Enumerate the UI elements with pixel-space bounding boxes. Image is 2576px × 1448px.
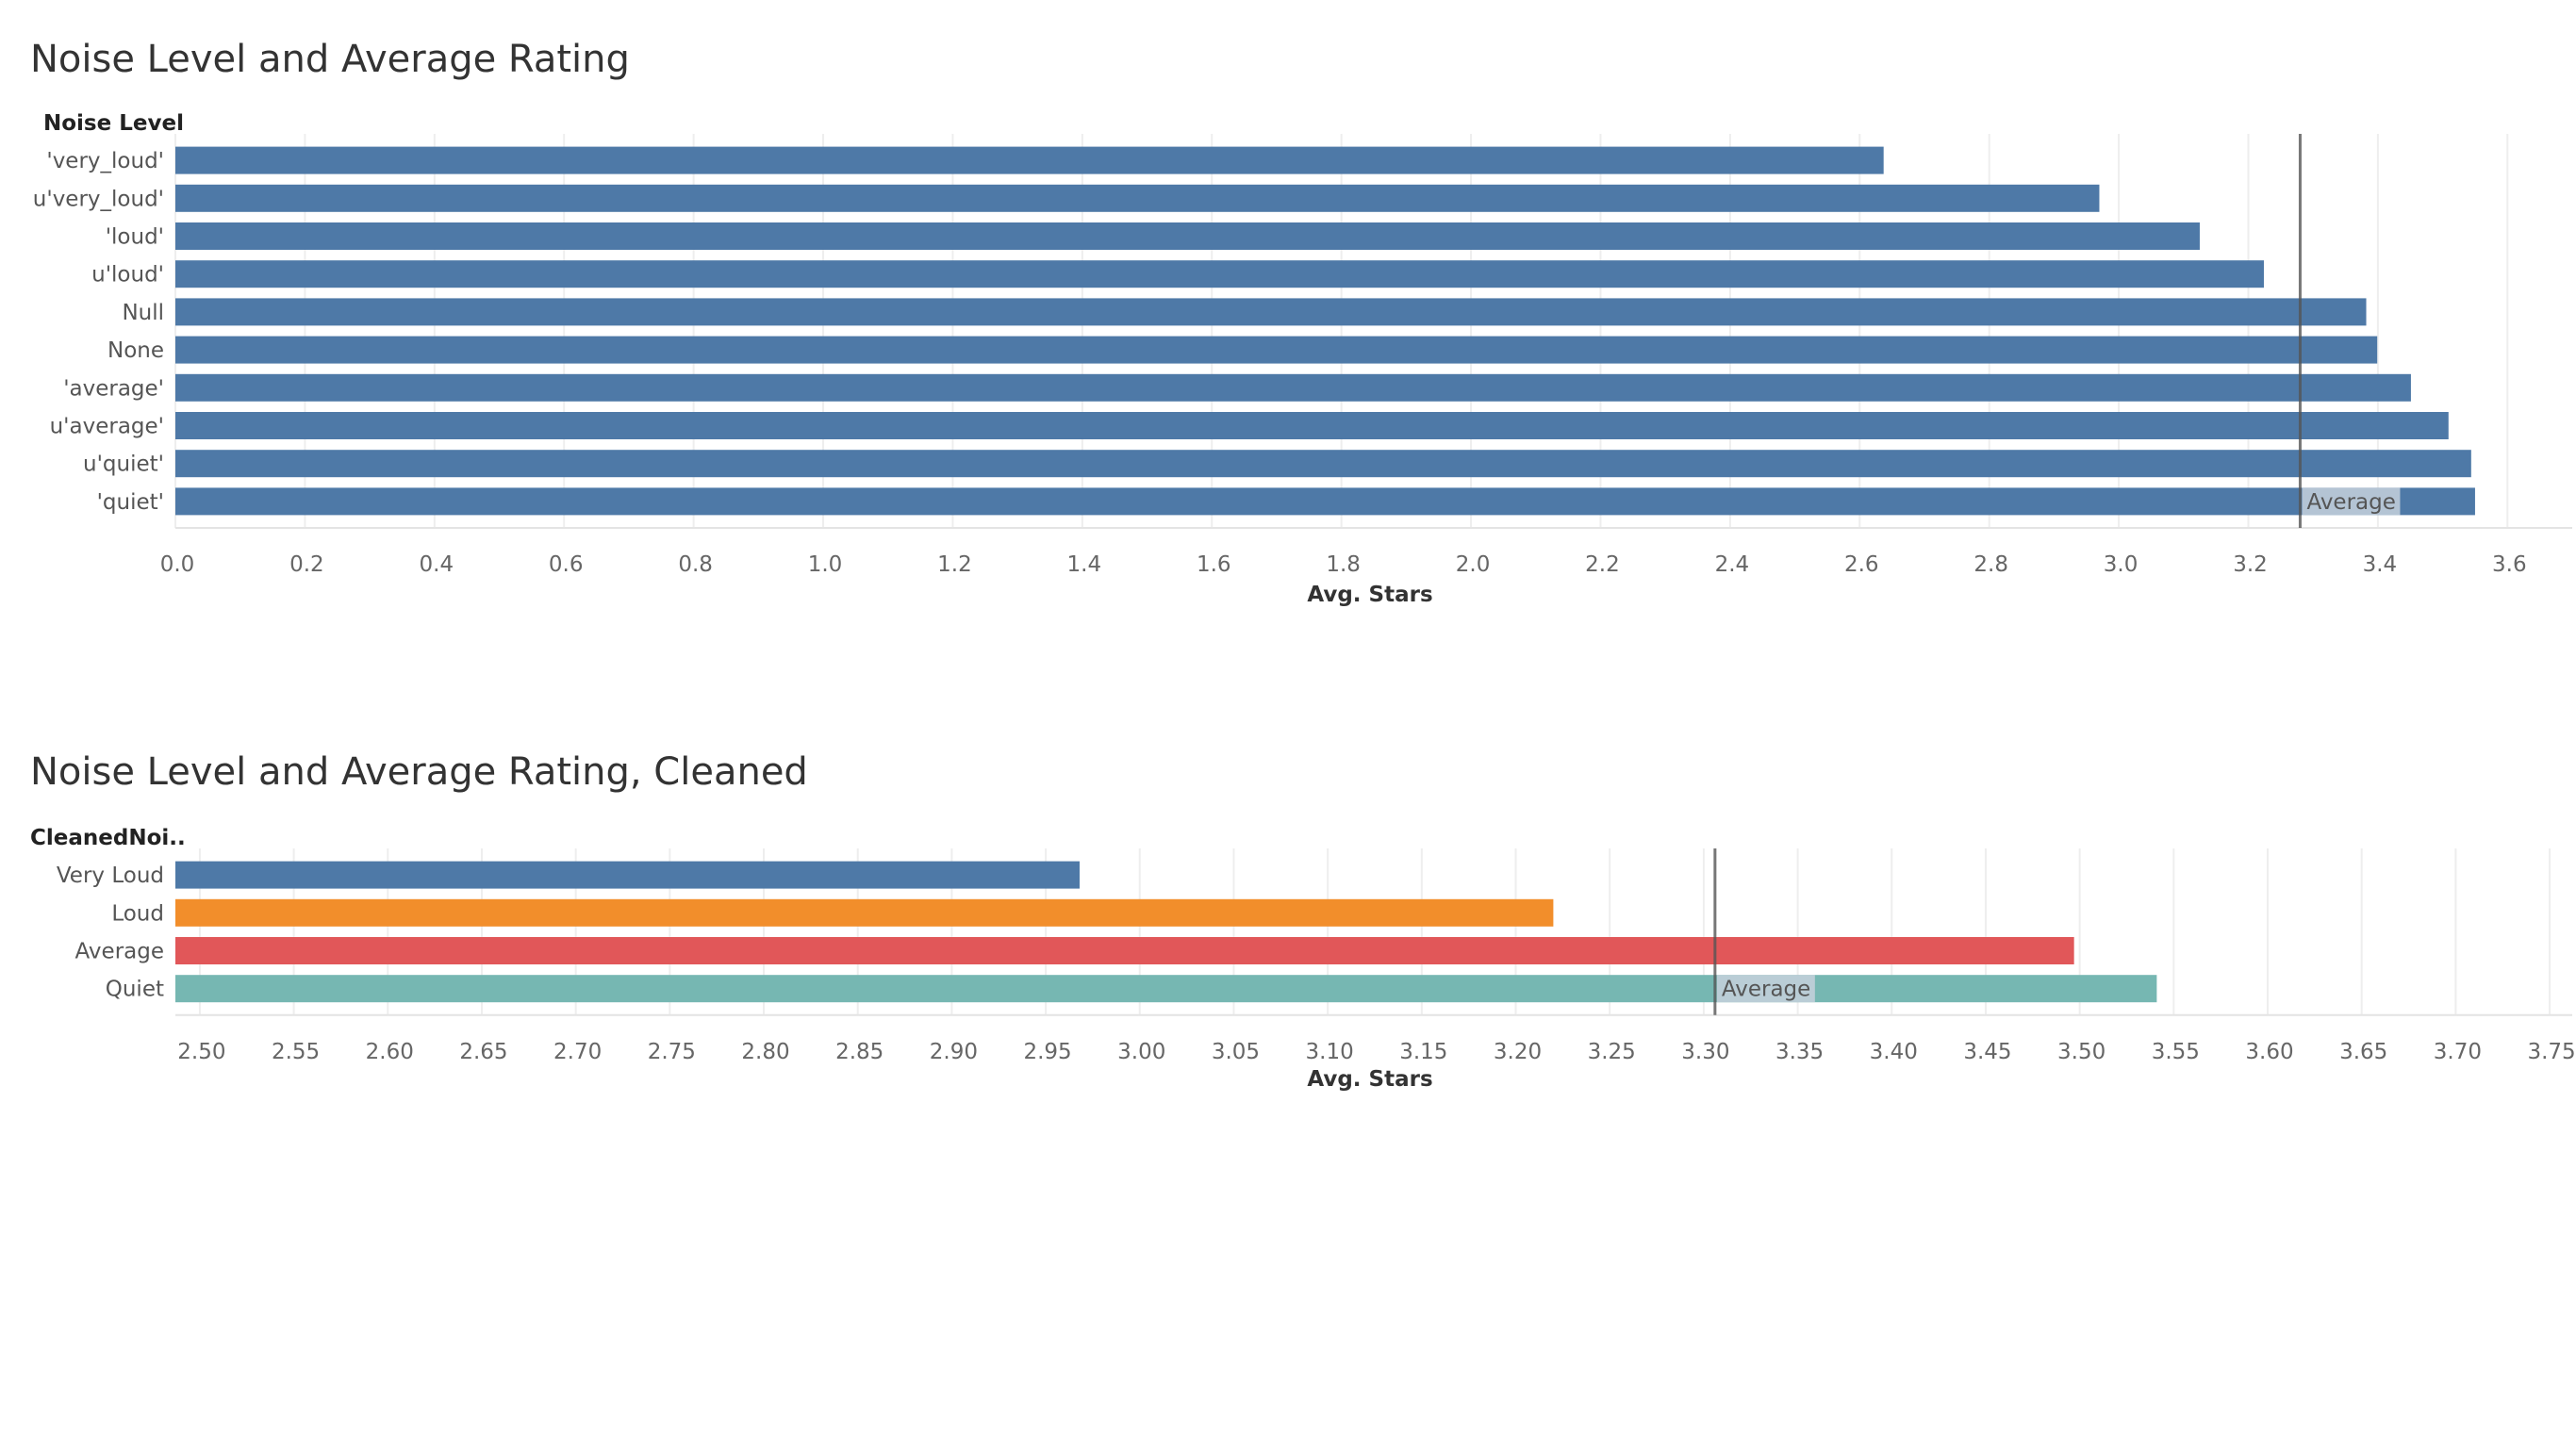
tick-label: 1.2	[937, 552, 972, 577]
bar	[175, 222, 2200, 250]
category-label: u'average'	[50, 415, 164, 439]
category-label: u'very_loud'	[33, 187, 164, 211]
tick-label: 3.70	[2434, 1040, 2482, 1064]
tick-label: 0.0	[160, 552, 195, 577]
tick-label: 2.55	[272, 1040, 320, 1064]
tick-label: 3.0	[2104, 552, 2138, 577]
reference-label: Average	[2306, 490, 2395, 515]
category-label: Null	[122, 301, 164, 325]
tick-label: 3.05	[1212, 1040, 1260, 1064]
tick-label: 0.4	[420, 552, 454, 577]
tick-label: 1.4	[1067, 552, 1102, 577]
tick-label: 3.15	[1399, 1040, 1447, 1064]
category-label: 'very_loud'	[46, 149, 164, 173]
bar	[175, 298, 2367, 326]
tick-label: 2.90	[930, 1040, 978, 1064]
tick-label: 2.65	[459, 1040, 507, 1064]
tick-label: 3.75	[2527, 1040, 2575, 1064]
tick-label: 2.75	[648, 1040, 696, 1064]
category-label: 'quiet'	[97, 490, 164, 515]
chart-title: Noise Level and Average Rating	[30, 38, 630, 81]
tick-label: 2.70	[553, 1040, 602, 1064]
bar	[175, 898, 1554, 927]
tick-label: 0.2	[289, 552, 324, 577]
category-label: Average	[75, 940, 164, 964]
bar	[175, 146, 1884, 174]
category-label: Loud	[111, 901, 164, 926]
tick-label: 2.4	[1715, 552, 1750, 577]
tick-label: 3.6	[2492, 552, 2527, 577]
tick-label: 2.60	[366, 1040, 414, 1064]
tick-label: 3.35	[1775, 1040, 1824, 1064]
tick-label: 2.2	[1585, 552, 1620, 577]
tick-label: 2.50	[177, 1040, 225, 1064]
tick-label: 3.00	[1117, 1040, 1165, 1064]
bar	[175, 184, 2100, 212]
tick-label: 0.6	[549, 552, 584, 577]
tick-label: 2.8	[1973, 552, 2008, 577]
category-label: Very Loud	[57, 864, 164, 888]
category-label: 'loud'	[106, 225, 164, 250]
bar	[175, 336, 2378, 364]
bar	[175, 373, 2411, 402]
x-axis-title: Avg. Stars	[1307, 583, 1433, 607]
reference-label-bg	[2302, 487, 2401, 516]
tick-label: 3.10	[1306, 1040, 1354, 1064]
tick-label: 1.8	[1326, 552, 1361, 577]
dimension-header: Noise Level	[43, 111, 184, 136]
category-label: 'average'	[63, 376, 164, 401]
tick-label: 1.6	[1197, 552, 1231, 577]
tick-label: 3.45	[1963, 1040, 2011, 1064]
bar	[175, 975, 2157, 1003]
x-axis-title: Avg. Stars	[1307, 1067, 1433, 1092]
reference-label-bg	[1716, 975, 1815, 1003]
tick-label: 3.55	[2152, 1040, 2200, 1064]
tick-label: 3.4	[2363, 552, 2398, 577]
tick-label: 0.8	[678, 552, 713, 577]
tick-label: 2.85	[835, 1040, 883, 1064]
category-label: None	[107, 338, 164, 363]
tick-label: 2.80	[741, 1040, 789, 1064]
dimension-header: CleanedNoi..	[30, 826, 186, 850]
tick-label: 3.2	[2233, 552, 2268, 577]
tick-label: 3.25	[1588, 1040, 1636, 1064]
bar	[175, 937, 2074, 964]
noise-level-bar-chart: 'very_loud' u'very_loud' 'loud' u'loud' Null…	[33, 134, 2572, 577]
chart-title: Noise Level and Average Rating, Cleaned	[30, 750, 808, 794]
reference-label: Average	[1722, 978, 1810, 1002]
tick-label: 2.95	[1023, 1040, 1071, 1064]
tick-label: 3.30	[1681, 1040, 1729, 1064]
tick-label: 2.6	[1844, 552, 1879, 577]
tick-label: 3.40	[1870, 1040, 1918, 1064]
category-label: Quiet	[106, 978, 164, 1002]
bar	[175, 412, 2449, 439]
bar	[175, 260, 2264, 288]
tick-label: 1.0	[808, 552, 843, 577]
bar	[175, 487, 2475, 516]
tick-label: 3.60	[2245, 1040, 2293, 1064]
category-label: u'quiet'	[83, 452, 164, 477]
tick-label: 3.20	[1494, 1040, 1542, 1064]
bar	[175, 861, 1080, 889]
cleaned-noise-level-bar-chart: Very Loud Loud Average Quiet 2.50 2.55 2.60 2.6…	[57, 848, 2576, 1064]
bar	[175, 450, 2471, 478]
tick-label: 3.65	[2339, 1040, 2387, 1064]
tick-label: 2.0	[1456, 552, 1491, 577]
tick-label: 3.50	[2057, 1040, 2105, 1064]
category-label: u'loud'	[91, 263, 164, 288]
